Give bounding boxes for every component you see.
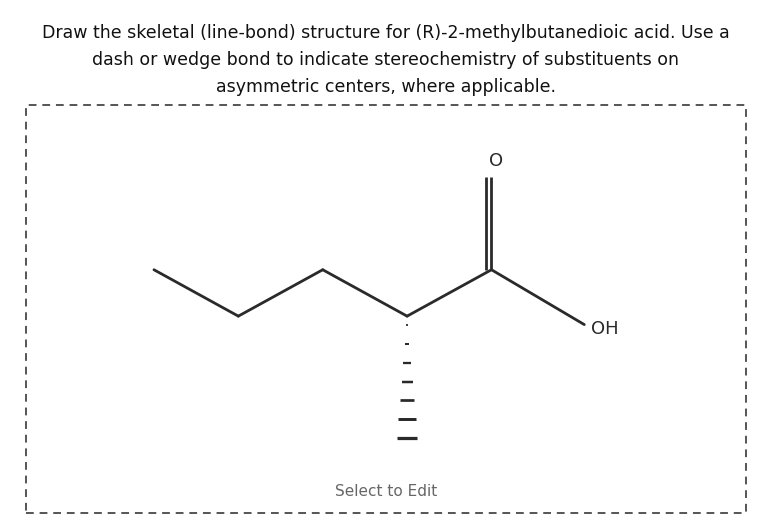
Text: Draw the skeletal (line-bond) structure for (R)-2-methylbutanedioic acid. Use a: Draw the skeletal (line-bond) structure … bbox=[42, 24, 730, 42]
Text: asymmetric centers, where applicable.: asymmetric centers, where applicable. bbox=[216, 78, 556, 96]
Text: dash or wedge bond to indicate stereochemistry of substituents on: dash or wedge bond to indicate stereoche… bbox=[93, 51, 679, 69]
Text: OH: OH bbox=[591, 320, 618, 338]
Text: Select to Edit: Select to Edit bbox=[335, 484, 437, 499]
Text: O: O bbox=[489, 152, 503, 170]
